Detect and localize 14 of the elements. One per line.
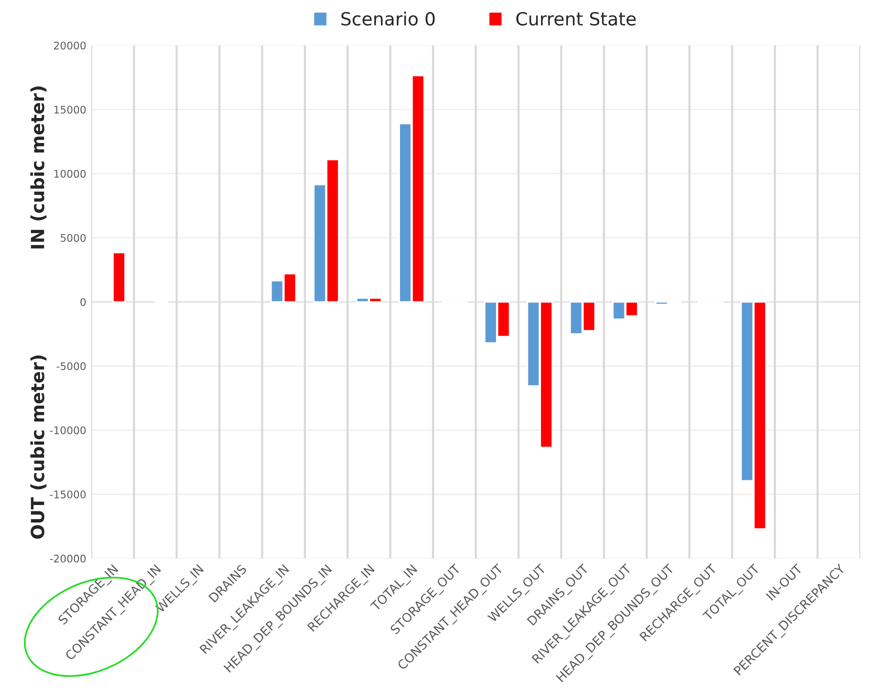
- y-tick-label: -15000: [50, 490, 86, 498]
- bar: [112, 252, 126, 303]
- y-tick-label: 15000: [54, 106, 86, 114]
- y-tick-label: 10000: [54, 170, 86, 178]
- y-tick-label: 5000: [60, 234, 86, 242]
- legend-label: Current State: [516, 12, 636, 26]
- y-tick-label: 0: [80, 298, 86, 306]
- y-tick-label: 20000: [54, 42, 86, 50]
- legend-label: Scenario 0: [341, 12, 435, 26]
- y-axis-title: IN (cubic meter): [30, 86, 46, 248]
- text: OUT (cubic meter): [30, 355, 46, 539]
- y-tick-label: -20000: [50, 554, 86, 563]
- y-tick-label: -10000: [50, 426, 86, 434]
- y-tick-label: -5000: [56, 362, 86, 370]
